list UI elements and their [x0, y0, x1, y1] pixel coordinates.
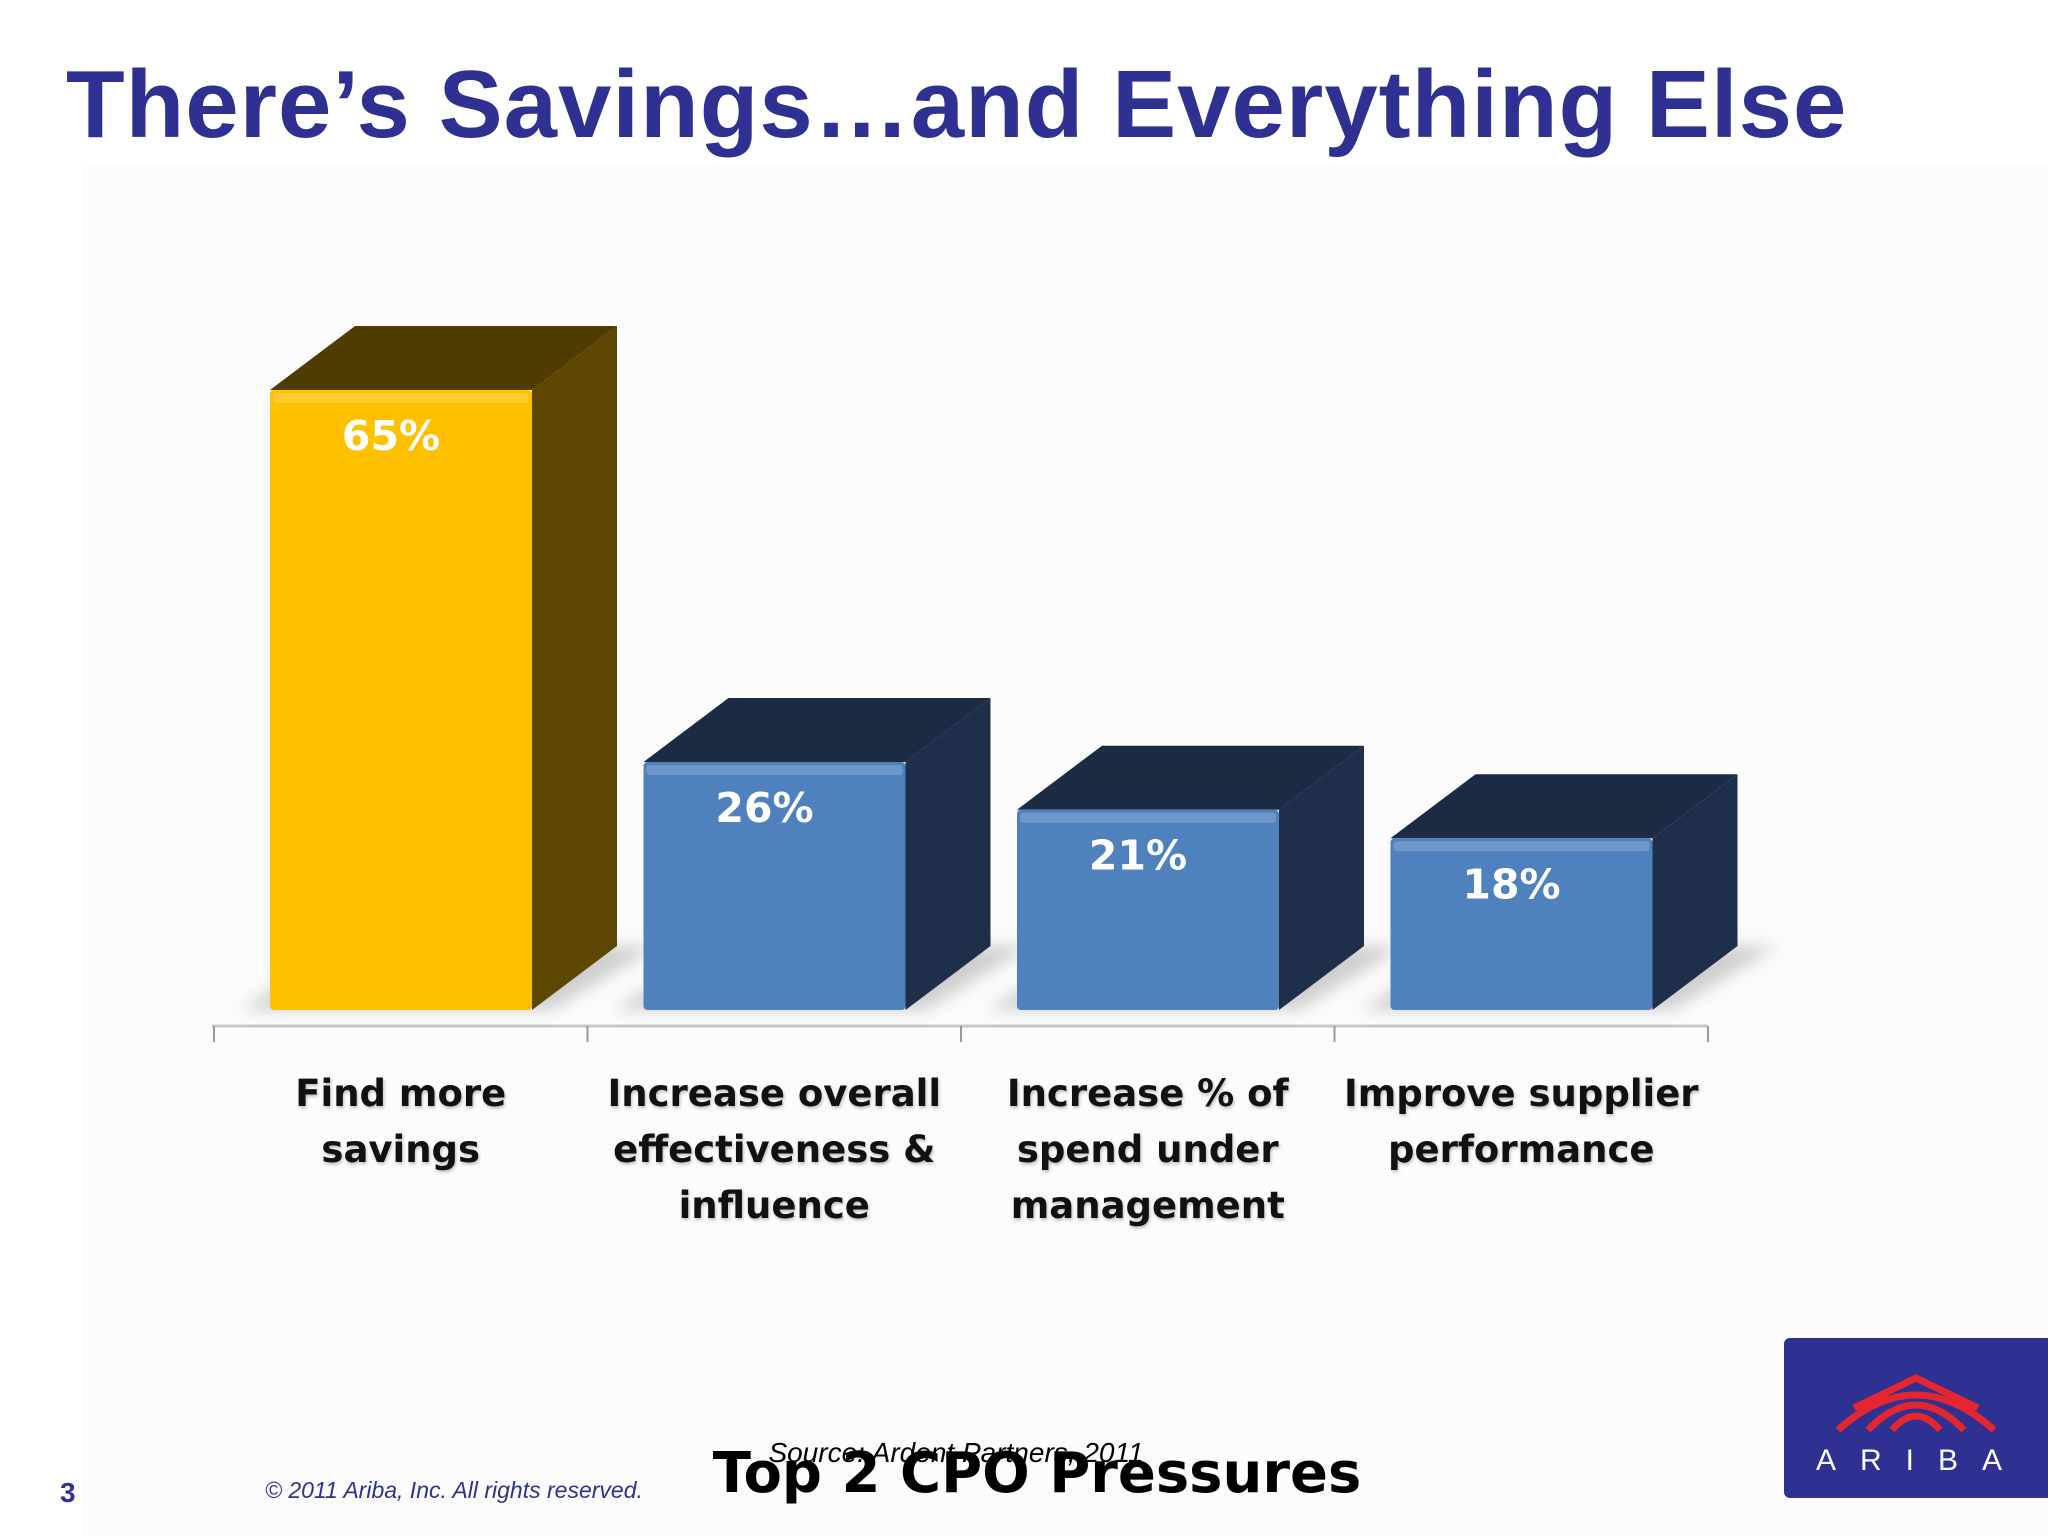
- category-label: Improve supplier performance: [1343, 1072, 1699, 1171]
- bar-front-face: [643, 762, 906, 1010]
- bar-highlight: [1393, 841, 1650, 852]
- data-label: 18%: [1462, 860, 1560, 908]
- bar-side-face: [532, 326, 617, 1010]
- data-label: 26%: [715, 784, 813, 832]
- bar-top-face: [1390, 774, 1738, 839]
- bar-top-face: [1017, 745, 1364, 810]
- data-label: 21%: [1089, 832, 1187, 880]
- ariba-wordmark: ARIBA: [1815, 1444, 2027, 1477]
- bar-front-face: [1017, 809, 1279, 1010]
- chart-title: Top 2 CPO Pressures: [712, 1441, 1362, 1506]
- page-number: 3: [60, 1477, 76, 1508]
- bar-side-face: [1652, 774, 1738, 1010]
- category-label: Find more savings: [295, 1072, 507, 1171]
- chart-panel: 65% 26% 21% 18% Find more savings Increase o…: [82, 166, 2048, 1536]
- bar-highlight: [646, 765, 903, 775]
- bar-front-face: [270, 390, 532, 1010]
- bar-highlight: [273, 393, 529, 403]
- category-label: Increase overall effectiveness & influen…: [607, 1072, 942, 1227]
- category-label: Increase % of spend under management: [1006, 1072, 1289, 1227]
- slide-title: There’s Savings…and Everything Else: [66, 51, 1848, 158]
- bar-highlight: [1020, 812, 1276, 823]
- ariba-arch-icon: [1835, 1374, 1997, 1433]
- data-label: 65%: [342, 412, 440, 460]
- bar-top-face: [270, 326, 617, 390]
- bar: 21%: [1017, 745, 1364, 1010]
- bar: 18%: [1390, 774, 1738, 1010]
- ariba-logo: ARIBA: [1784, 1338, 2048, 1498]
- copyright-notice: © 2011 Ariba, Inc. All rights reserved.: [265, 1477, 643, 1503]
- bar-side-face: [905, 698, 991, 1010]
- bar: 65%: [270, 326, 617, 1010]
- bar-front-face: [1390, 838, 1653, 1010]
- bar: 26%: [643, 698, 991, 1010]
- source-note: Source: Ardent Partners, 2011: [768, 1437, 1144, 1468]
- bar-chart: 65% 26% 21% 18%: [212, 326, 1778, 1042]
- bar-top-face: [643, 698, 991, 762]
- bar-side-face: [1279, 745, 1364, 1010]
